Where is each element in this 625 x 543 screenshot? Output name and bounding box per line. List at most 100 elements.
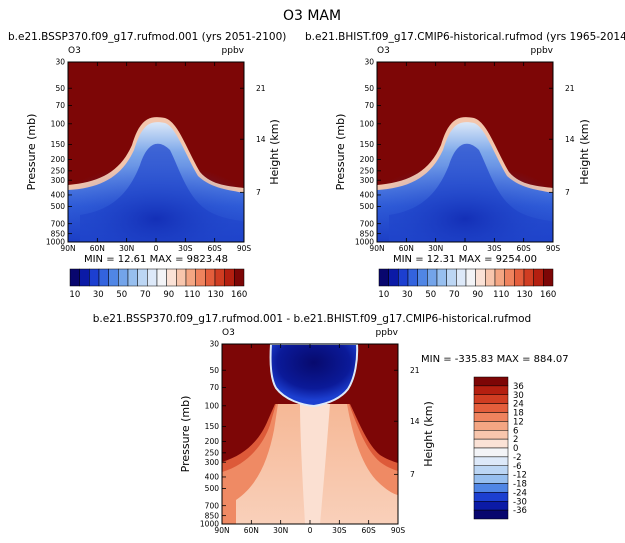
- stats-label: MIN = 12.61 MAX = 9823.48: [84, 254, 228, 265]
- colorbar-label: 110: [493, 290, 509, 300]
- y-tick-label: 300: [360, 176, 375, 185]
- y-tick: 700: [51, 219, 72, 228]
- y-tick: 70: [364, 101, 381, 110]
- height-tick: 21: [394, 366, 420, 375]
- colorbar-swatch: [514, 268, 525, 287]
- y-tick: 200: [205, 437, 226, 446]
- colorbar-label: 2: [513, 435, 518, 445]
- y-tick-label: 400: [51, 191, 66, 200]
- x-tick-label: 0: [154, 244, 159, 253]
- colorbar-swatch: [79, 268, 90, 287]
- y-tick-label: 1000: [46, 238, 65, 247]
- colorbar-top-left: 10 30 50 70 90 110 130 160: [69, 268, 247, 300]
- colorbar-swatch: [185, 268, 196, 287]
- colorbar-label: 36: [513, 382, 524, 392]
- y-tick-label: 300: [205, 458, 220, 467]
- colorbar-label: 12: [513, 417, 524, 427]
- y-tick: 150: [51, 140, 72, 149]
- colorbar-swatch: [473, 430, 509, 440]
- height-tick: 7: [394, 470, 415, 479]
- x-tick: 0: [308, 344, 313, 535]
- y-tick-label: 400: [205, 473, 220, 482]
- x-tick-label: 90S: [237, 244, 252, 253]
- x-tick-label: 90N: [369, 244, 384, 253]
- colorbar-label: 130: [517, 290, 533, 300]
- x-tick-label: 60N: [244, 526, 259, 535]
- colorbar-swatch: [137, 268, 148, 287]
- colorbar-swatch: [118, 268, 129, 287]
- y-tick-label: 30: [364, 58, 374, 67]
- colorbar-label: 70: [449, 290, 460, 300]
- y-tick-label: 200: [205, 437, 220, 446]
- x-tick-label: 30N: [119, 244, 134, 253]
- y-tick: 70: [209, 383, 226, 392]
- colorbar-swatch: [473, 403, 509, 413]
- panel-title: b.e21.BSSP370.f09_g17.rufmod.001 - b.e21…: [93, 313, 531, 325]
- x-tick-label: 60N: [399, 244, 414, 253]
- x-tick: 60N: [90, 62, 105, 253]
- colorbar-label: 30: [513, 391, 524, 401]
- y-axis-right-label: Height (km): [578, 119, 591, 185]
- x-tick: 60N: [244, 344, 259, 535]
- y-tick: 300: [360, 176, 381, 185]
- y-tick: 850: [360, 229, 381, 238]
- y-tick: 400: [51, 191, 72, 200]
- colorbar-swatch: [473, 501, 509, 511]
- y-tick-label: 700: [205, 501, 220, 510]
- x-tick: 90S: [237, 62, 252, 253]
- colorbar-swatch: [436, 268, 447, 287]
- x-tick: 30S: [178, 62, 193, 253]
- y-tick: 200: [51, 155, 72, 164]
- height-tick: 14: [240, 135, 266, 144]
- colorbar-label: 90: [472, 290, 483, 300]
- y-tick-label: 70: [364, 101, 374, 110]
- panel-bottom: b.e21.BSSP370.f09_g17.rufmod.001 - b.e21…: [93, 313, 569, 535]
- y-tick: 50: [364, 84, 381, 93]
- y-tick: 700: [360, 219, 381, 228]
- x-tick: 90S: [391, 344, 405, 535]
- y-axis-label: Pressure (mb): [179, 396, 192, 473]
- y-tick-label: 50: [209, 366, 219, 375]
- y-tick: 850: [51, 229, 72, 238]
- colorbar-swatch: [494, 268, 505, 287]
- colorbar-swatch: [473, 474, 509, 484]
- y-tick: 150: [360, 140, 381, 149]
- y-tick-label: 1000: [355, 238, 374, 247]
- x-tick: 30N: [119, 62, 134, 253]
- colorbar-label: 90: [163, 290, 174, 300]
- x-tick-label: 0: [308, 526, 313, 535]
- y-tick: 500: [205, 484, 226, 493]
- units-label: ppbv: [376, 328, 399, 338]
- y-tick: 700: [205, 501, 226, 510]
- colorbar-swatch: [533, 268, 544, 287]
- x-tick-label: 30S: [487, 244, 502, 253]
- y-tick-label: 1000: [200, 520, 219, 529]
- y-axis-right: 21 14 7: [240, 84, 266, 197]
- colorbar-swatch: [407, 268, 418, 287]
- y-tick-label: 30: [55, 58, 65, 67]
- y-tick-label: 50: [55, 84, 65, 93]
- units-label: ppbv: [531, 46, 554, 56]
- colorbar-label: 6: [513, 426, 518, 436]
- x-tick: 0: [154, 62, 159, 253]
- y-tick: 250: [51, 166, 72, 175]
- y-tick: 100: [51, 119, 72, 128]
- height-tick-label: 7: [410, 470, 415, 479]
- colorbar-label: 70: [140, 290, 151, 300]
- colorbar-label: -6: [513, 462, 521, 472]
- y-tick-label: 300: [51, 176, 66, 185]
- y-tick-label: 200: [360, 155, 375, 164]
- x-tick: 0: [463, 62, 468, 253]
- x-tick: 30N: [273, 344, 288, 535]
- x-tick-label: 30S: [332, 526, 347, 535]
- y-tick-label: 150: [205, 422, 220, 431]
- height-tick: 21: [240, 84, 266, 93]
- y-tick: 500: [360, 202, 381, 211]
- colorbar-label: 10: [69, 290, 80, 300]
- x-tick: 90N: [60, 62, 76, 253]
- var-label: O3: [222, 328, 235, 338]
- y-tick: 50: [209, 366, 226, 375]
- y-tick: 850: [205, 511, 226, 520]
- y-tick-label: 150: [51, 140, 66, 149]
